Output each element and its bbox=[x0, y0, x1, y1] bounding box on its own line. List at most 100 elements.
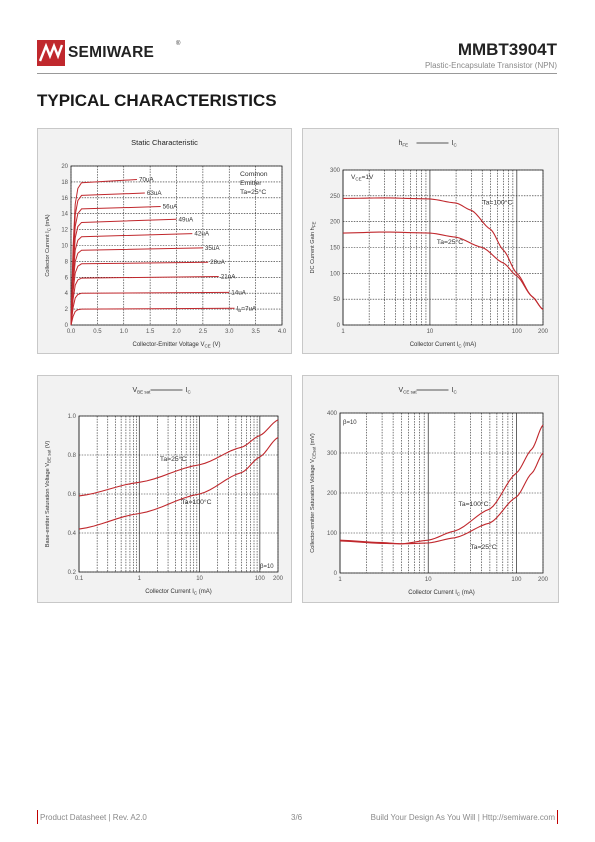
x-tick-label: 200 bbox=[538, 329, 549, 335]
x-axis-label: Collector Current IC​ (mA) bbox=[408, 590, 475, 597]
footer-left: Product Datasheet | Rev. A2.0 bbox=[40, 813, 147, 822]
footer-accent-right bbox=[557, 810, 558, 824]
y-axis-label: Collector Current IC​ (mA) bbox=[45, 214, 52, 276]
x-tick-label: 1 bbox=[338, 577, 342, 583]
y-tick-label: 400 bbox=[327, 411, 338, 417]
y-tick-label: 100 bbox=[327, 531, 338, 537]
chart-title: hFE​ bbox=[399, 140, 409, 148]
chart-hfe-vs-ic: hFE​ IC​ 1 10 100 200 0 50 100 150 200 250 300 Collec… bbox=[302, 128, 559, 354]
y-axis-label: Base-emitter Saturation Voltage VBE sat​… bbox=[45, 441, 52, 548]
annotation-line: Ta=25°C bbox=[240, 188, 266, 196]
series-label: Ta=100°C bbox=[181, 498, 211, 506]
footer-page: 3/6 bbox=[291, 813, 303, 822]
series-label: Ta=25°C bbox=[437, 238, 463, 246]
series-line bbox=[342, 197, 544, 310]
y-tick-label: 8 bbox=[65, 259, 69, 265]
section-title: TYPICAL CHARACTERISTICS bbox=[37, 91, 277, 110]
grid bbox=[342, 169, 544, 326]
annotation-vce: VCE​=1V bbox=[351, 174, 374, 182]
series-label: 21uA bbox=[221, 274, 237, 281]
series-line bbox=[342, 231, 544, 310]
x-tick-label: 10 bbox=[427, 329, 434, 335]
x-tick-label: 0.0 bbox=[67, 329, 76, 335]
y-tick-label: 0.6 bbox=[68, 492, 77, 498]
x-tick-label: 100 bbox=[511, 577, 522, 583]
y-tick-label: 300 bbox=[327, 451, 338, 457]
annotation-line: Emitter bbox=[240, 180, 262, 187]
chart-vcesat-vs-ic: VCE sat​ IC​ 1 10 100 200 0 100 200 300 400 Collect… bbox=[302, 375, 559, 603]
chart-title: VCE sat​ bbox=[399, 387, 418, 395]
annotation-line: Common bbox=[240, 171, 268, 178]
series-line-ib bbox=[70, 276, 219, 326]
semiware-logo-icon bbox=[37, 40, 65, 66]
series-label: 35uA bbox=[205, 245, 221, 252]
x-tick-label: 1 bbox=[138, 576, 142, 582]
vcesat-svg: VCE sat​ IC​ 1 10 100 200 0 100 200 300 400 Collect… bbox=[310, 387, 549, 597]
series-line-ib bbox=[70, 291, 230, 326]
series-line-ib bbox=[70, 307, 235, 326]
y-tick-label: 20 bbox=[61, 164, 68, 170]
series-label: 49uA bbox=[179, 216, 195, 223]
chart-title-vs: IC​ bbox=[186, 387, 192, 395]
y-tick-label: 2 bbox=[65, 307, 69, 313]
series-label: Ta=25°C bbox=[160, 455, 186, 463]
vbesat-svg: VBE sat​ IC​ 0.1 1 10 100 200 0.2 0.4 0.6 0.8 1.0 Co… bbox=[45, 387, 284, 596]
registered-mark: ® bbox=[176, 41, 181, 47]
series-label: 70uA bbox=[139, 177, 155, 184]
series-label: Ta=25°C bbox=[470, 543, 496, 551]
y-tick-label: 200 bbox=[330, 220, 341, 226]
x-tick-label: 2.0 bbox=[172, 329, 181, 335]
series-label: 14uA bbox=[231, 289, 247, 296]
x-tick-label: 1.5 bbox=[146, 329, 155, 335]
x-tick-label: 3.0 bbox=[225, 329, 234, 335]
x-axis-label: Collector Current IC​ (mA) bbox=[410, 342, 477, 349]
x-tick-label: 100 bbox=[512, 329, 523, 335]
y-tick-label: 300 bbox=[330, 168, 341, 174]
part-description: Plastic-Encapsulate Transistor (NPN) bbox=[424, 61, 557, 70]
x-tick-label: 10 bbox=[425, 577, 432, 583]
series-label: 28uA bbox=[210, 259, 226, 266]
x-tick-label: 3.5 bbox=[251, 329, 260, 335]
x-tick-label: 10 bbox=[196, 576, 203, 582]
series-label: Ta=100°C bbox=[458, 500, 488, 508]
series-line bbox=[339, 452, 544, 545]
y-tick-label: 100 bbox=[330, 271, 341, 277]
series-label: IB​=7uA bbox=[237, 305, 257, 313]
annotation-beta: β=10 bbox=[260, 564, 274, 570]
chart-title-vs: IC​ bbox=[452, 140, 458, 148]
footer-right: Build Your Design As You Will | Http://s… bbox=[370, 813, 555, 822]
grid bbox=[339, 412, 544, 574]
y-tick-label: 250 bbox=[330, 194, 341, 200]
y-tick-label: 0 bbox=[337, 323, 341, 329]
y-tick-label: 14 bbox=[61, 212, 68, 218]
x-axis-label: Collector Current IC​ (mA) bbox=[145, 589, 212, 596]
series-label: 63uA bbox=[147, 190, 163, 197]
x-tick-label: 0.1 bbox=[75, 576, 84, 582]
y-tick-label: 6 bbox=[65, 275, 69, 281]
x-tick-label: 200 bbox=[273, 576, 284, 582]
y-tick-label: 150 bbox=[330, 246, 341, 252]
series-line bbox=[339, 424, 544, 545]
chart-title: VBE sat​ bbox=[133, 387, 152, 395]
y-axis-label: DC Current Gain hFE​ bbox=[310, 221, 317, 273]
static-characteristic-svg: Static Characteristic 0.0 0.5 1.0 1.5 2.0 2.5 3… bbox=[45, 138, 287, 349]
y-tick-label: 0.4 bbox=[68, 531, 77, 537]
x-tick-label: 100 bbox=[255, 576, 266, 582]
part-number: MMBT3904T bbox=[457, 40, 557, 59]
series-line-ib bbox=[70, 261, 209, 326]
annotation-beta: β=10 bbox=[343, 420, 357, 426]
y-tick-label: 0 bbox=[65, 323, 69, 329]
chart-title: Static Characteristic bbox=[131, 138, 198, 147]
series-line bbox=[78, 419, 279, 497]
y-tick-label: 18 bbox=[61, 180, 68, 186]
x-tick-label: 0.5 bbox=[93, 329, 102, 335]
y-tick-label: 50 bbox=[333, 297, 340, 303]
y-tick-label: 0 bbox=[334, 571, 338, 577]
y-tick-label: 12 bbox=[61, 228, 68, 234]
x-axis-label: Collector-Emitter Voltage VCE​ (V) bbox=[133, 342, 221, 349]
series-label: 42uA bbox=[194, 231, 210, 238]
y-tick-label: 10 bbox=[61, 244, 68, 250]
x-tick-label: 200 bbox=[538, 577, 549, 583]
chart-static-characteristic: Static Characteristic 0.0 0.5 1.0 1.5 2.0 2.5 3… bbox=[37, 128, 292, 354]
